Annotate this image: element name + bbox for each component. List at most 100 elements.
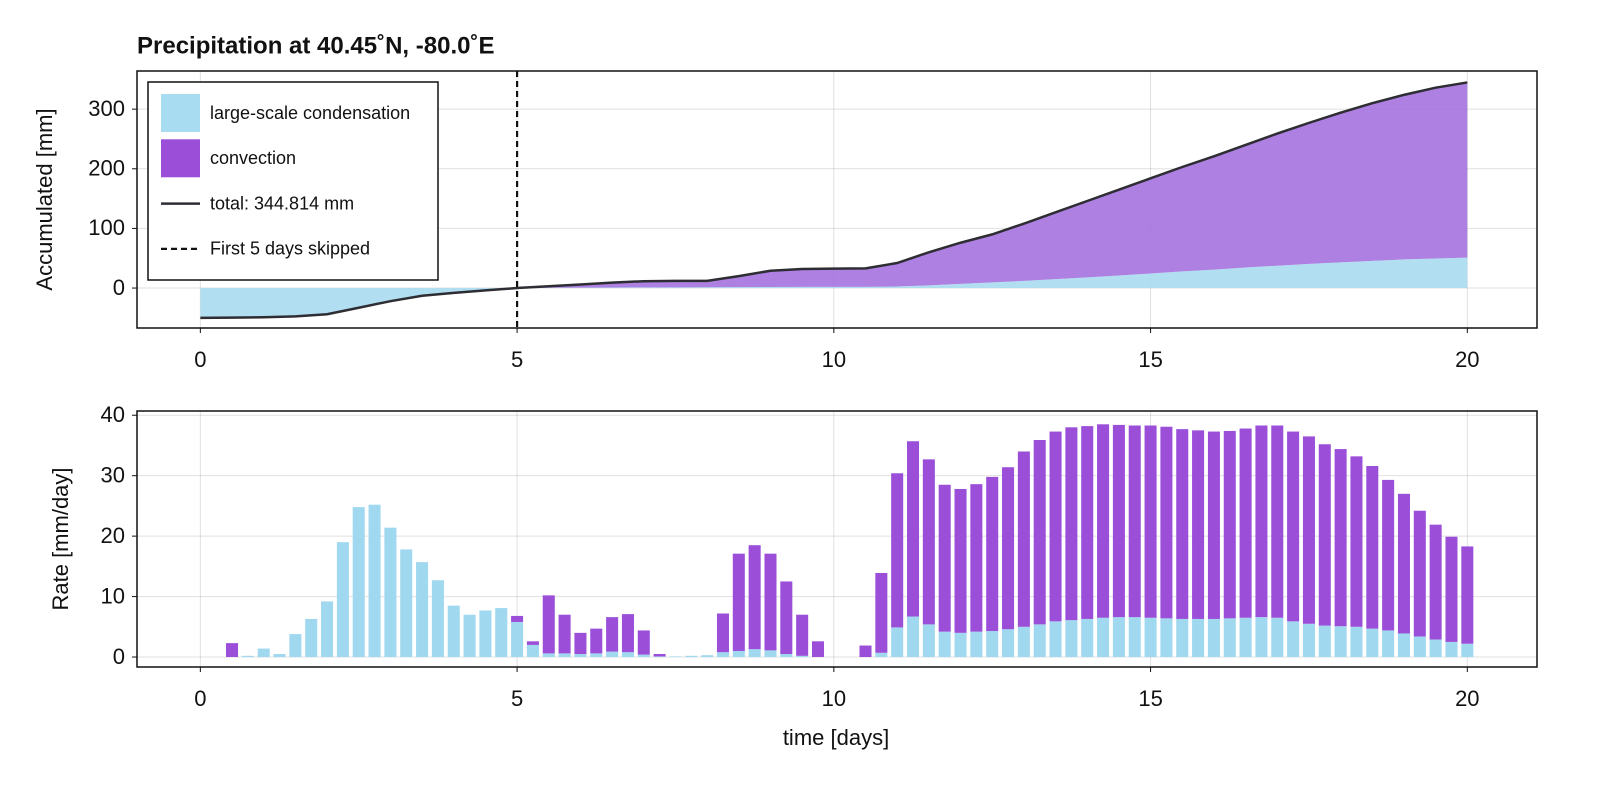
bar: [463, 614, 476, 658]
bar: [526, 641, 539, 645]
bar: [875, 652, 888, 658]
bar: [384, 527, 397, 658]
bar: [859, 645, 872, 658]
bar: [748, 649, 761, 658]
bar: [321, 601, 334, 658]
y-axis-label: Rate [mm/day]: [48, 467, 73, 610]
legend-label: total: 344.814 mm: [210, 193, 354, 213]
y-tick-label: 10: [101, 583, 125, 608]
bar: [1334, 626, 1347, 658]
chart-title: Precipitation at 40.45˚N, -80.0˚E: [137, 32, 494, 59]
x-tick-label: 5: [511, 686, 523, 711]
y-tick-label: 100: [88, 215, 125, 240]
bar: [1112, 617, 1125, 658]
x-tick-label: 15: [1138, 686, 1162, 711]
bar: [970, 484, 983, 632]
bar: [1271, 617, 1284, 658]
bar: [1318, 625, 1331, 658]
bar: [1366, 466, 1379, 629]
bar: [606, 617, 619, 652]
bar: [1461, 643, 1474, 658]
bar: [764, 553, 777, 651]
bar: [479, 610, 492, 658]
bar: [1081, 426, 1094, 619]
bar: [1350, 456, 1363, 627]
legend-label: convection: [210, 148, 296, 168]
bar: [1033, 624, 1046, 658]
bar: [1302, 623, 1315, 658]
x-tick-label: 0: [194, 347, 206, 372]
bar: [511, 621, 524, 658]
bar: [653, 654, 666, 657]
bar: [431, 580, 444, 658]
y-tick-label: 0: [113, 275, 125, 300]
bar: [336, 542, 349, 658]
bar: [621, 652, 634, 658]
bar: [1350, 626, 1363, 658]
bar: [1445, 536, 1458, 642]
bar: [1429, 524, 1442, 640]
bar: [1255, 425, 1268, 618]
legend-label: First 5 days skipped: [210, 239, 370, 259]
bar: [1192, 430, 1205, 619]
bar: [907, 441, 920, 617]
bar: [796, 655, 809, 658]
bar: [558, 653, 571, 658]
bar: [1223, 430, 1236, 619]
bar: [1239, 617, 1252, 658]
bar: [1207, 618, 1220, 658]
bar: [1097, 424, 1110, 618]
bar: [811, 641, 825, 658]
bar: [352, 507, 365, 658]
bar: [669, 656, 682, 658]
bar: [1192, 618, 1205, 658]
bar: [1207, 431, 1220, 619]
bar: [637, 630, 650, 655]
bar: [764, 650, 777, 658]
bar: [1144, 617, 1157, 658]
bar: [1002, 467, 1015, 630]
bar: [273, 654, 286, 658]
bar: [1382, 630, 1395, 658]
bar: [1318, 444, 1331, 626]
bar: [891, 627, 904, 658]
bar: [922, 624, 935, 658]
y-tick-label: 20: [101, 523, 125, 548]
bar: [368, 504, 381, 658]
bar: [970, 631, 983, 658]
bar: [796, 614, 809, 656]
bar: [1176, 429, 1189, 619]
bar: [1112, 424, 1125, 618]
x-tick-label: 15: [1138, 347, 1162, 372]
y-tick-label: 0: [113, 644, 125, 669]
bar: [447, 605, 460, 658]
y-axis-label: Accumulated [mm]: [32, 108, 57, 290]
bar: [1366, 628, 1379, 658]
y-tick-label: 40: [101, 402, 125, 427]
bar: [637, 654, 650, 658]
bar: [1429, 639, 1442, 658]
bar: [1081, 618, 1094, 658]
bar: [685, 655, 698, 658]
bar: [1097, 617, 1110, 658]
bar: [653, 656, 666, 658]
bar: [1287, 431, 1300, 622]
bar: [954, 488, 967, 633]
bar: [1160, 426, 1173, 619]
bar: [1223, 618, 1236, 658]
x-tick-label: 20: [1455, 686, 1479, 711]
bar: [1128, 425, 1141, 618]
x-tick-label: 20: [1455, 347, 1479, 372]
y-tick-label: 200: [88, 156, 125, 181]
bar: [1413, 636, 1426, 658]
bar: [1302, 436, 1315, 624]
bar: [1033, 440, 1046, 625]
x-tick-label: 0: [194, 686, 206, 711]
bar: [526, 644, 539, 658]
bar: [1144, 425, 1157, 618]
x-axis-label: time [days]: [783, 725, 889, 750]
bar: [1382, 479, 1395, 631]
bar: [986, 476, 999, 632]
y-tick-label: 300: [88, 96, 125, 121]
